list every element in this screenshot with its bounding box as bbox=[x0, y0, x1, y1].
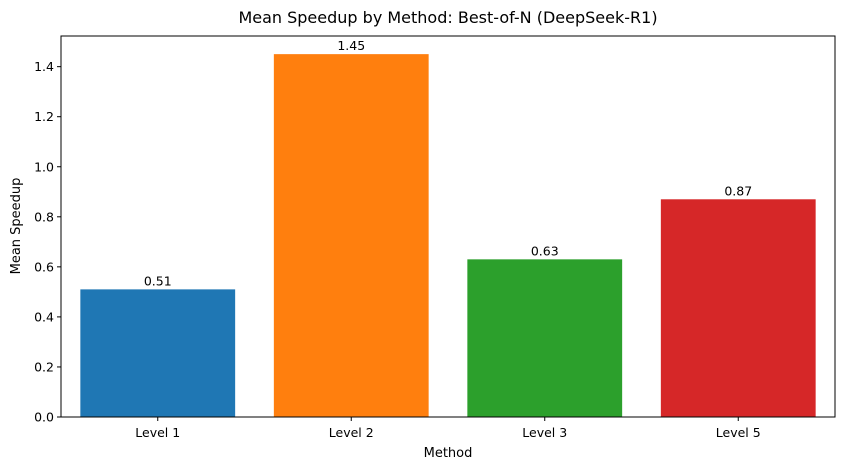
data-label: 0.63 bbox=[531, 243, 559, 258]
y-tick-label: 1.4 bbox=[34, 59, 54, 74]
y-tick-label: 1.0 bbox=[34, 159, 54, 174]
bar-level-5 bbox=[660, 199, 816, 417]
y-tick-label: 0.2 bbox=[34, 359, 54, 374]
y-tick-label: 0.6 bbox=[34, 259, 54, 274]
y-tick-label: 0.0 bbox=[34, 410, 54, 425]
bar-level-3 bbox=[467, 259, 623, 417]
x-axis-label: Method bbox=[424, 446, 473, 461]
x-tick-label: Level 5 bbox=[716, 425, 761, 440]
x-tick-label: Level 2 bbox=[329, 425, 374, 440]
chart-title: Mean Speedup by Method: Best-of-N (DeepS… bbox=[238, 8, 657, 27]
data-label: 1.45 bbox=[337, 38, 365, 53]
y-tick-label: 0.4 bbox=[34, 309, 54, 324]
x-tick-label: Level 1 bbox=[135, 425, 180, 440]
bar-level-2 bbox=[273, 54, 429, 417]
data-label: 0.51 bbox=[144, 273, 172, 288]
data-label: 0.87 bbox=[724, 183, 752, 198]
y-tick-label: 0.8 bbox=[34, 209, 54, 224]
plot-frame bbox=[60, 35, 836, 418]
x-tick-label: Level 3 bbox=[522, 425, 567, 440]
y-tick-label: 1.2 bbox=[34, 109, 54, 124]
y-axis-label: Mean Speedup bbox=[9, 178, 24, 275]
bar-level-1 bbox=[80, 289, 236, 417]
